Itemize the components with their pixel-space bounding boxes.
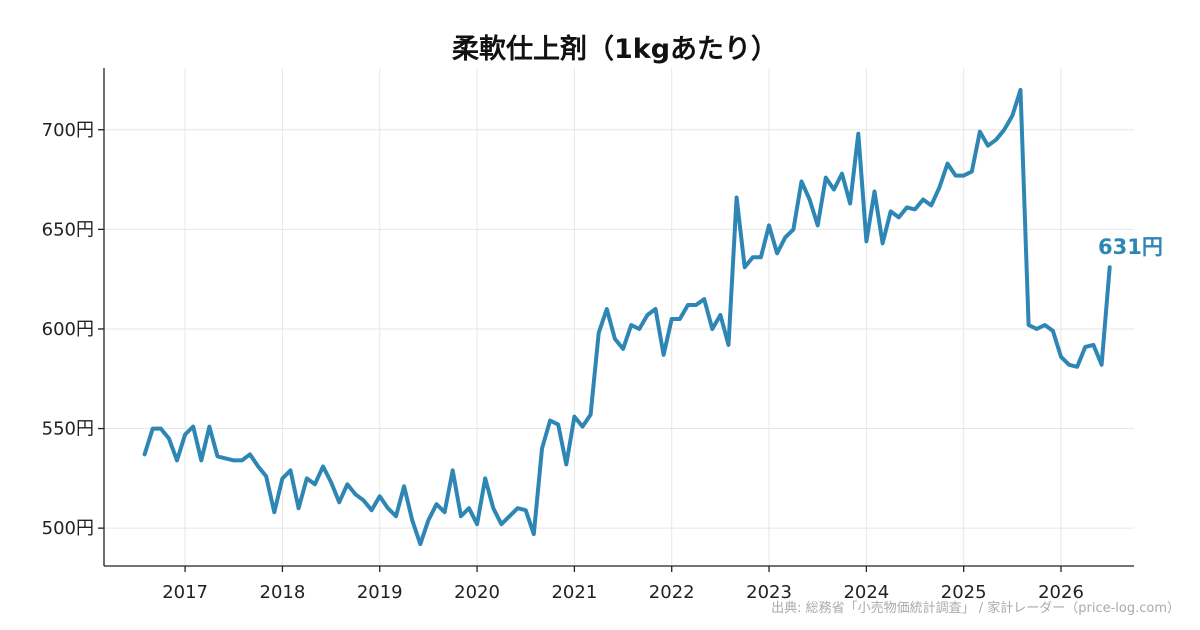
x-tick-label: 2025 <box>941 582 987 603</box>
x-tick-label: 2017 <box>162 582 208 603</box>
x-tick-label: 2024 <box>843 582 889 603</box>
x-tick-label: 2020 <box>454 582 500 603</box>
x-tick-label: 2022 <box>649 582 695 603</box>
y-tick-label: 550円 <box>42 419 94 440</box>
x-axis-ticks: 2017 2018 2019 2020 2021 2022 2023 2024 2025 2026 <box>162 566 1084 603</box>
y-tick-label: 500円 <box>42 518 94 539</box>
grid <box>104 68 1134 566</box>
y-axis-ticks: 500円 550円 600円 650円 700円 <box>42 120 104 539</box>
series-line <box>142 87 1112 547</box>
x-tick-label: 2023 <box>746 582 792 603</box>
source-note: 出典: 総務省「小売物価統計調査」 / 家計レーダー（price-log.com… <box>771 600 1180 616</box>
end-value-label: 631円 <box>1098 235 1163 259</box>
y-tick-label: 600円 <box>42 319 94 340</box>
x-tick-label: 2018 <box>260 582 306 603</box>
x-tick-label: 2021 <box>551 582 597 603</box>
y-tick-label: 700円 <box>42 120 94 141</box>
x-tick-label: 2019 <box>357 582 403 603</box>
y-tick-label: 650円 <box>42 219 94 240</box>
chart-title: 柔軟仕上剤（1kgあたり） <box>452 33 778 65</box>
x-tick-label: 2026 <box>1038 582 1084 603</box>
